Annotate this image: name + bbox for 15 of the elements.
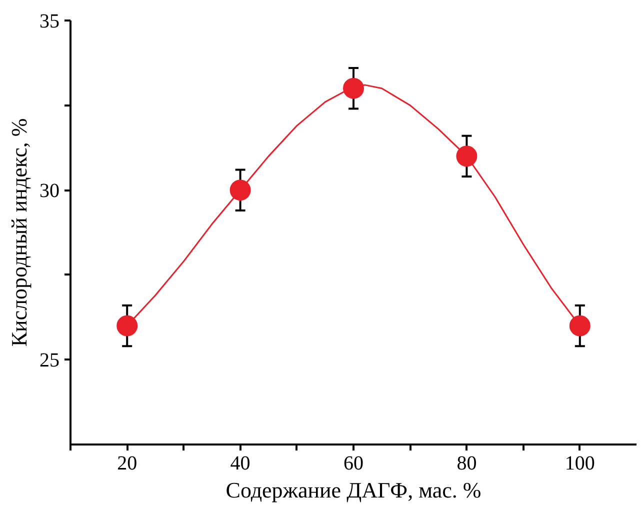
point <box>116 315 138 336</box>
point <box>456 146 478 167</box>
x-tick-label: 60 <box>344 452 364 474</box>
x-axis-title: Содержание ДАГФ, мас. % <box>226 478 482 502</box>
y-tick-label: 25 <box>40 350 60 372</box>
x-tick-label: 80 <box>456 452 477 474</box>
x-tick-label: 40 <box>230 452 250 474</box>
y-axis-title: Кислородный индекс, % <box>6 118 32 347</box>
point <box>343 78 364 99</box>
point <box>230 180 251 201</box>
point <box>569 315 590 336</box>
y-tick-label: 35 <box>40 10 60 32</box>
x-tick-label: 100 <box>564 452 595 474</box>
x-tick-label: 20 <box>117 452 138 474</box>
y-tick-label: 30 <box>40 180 60 202</box>
